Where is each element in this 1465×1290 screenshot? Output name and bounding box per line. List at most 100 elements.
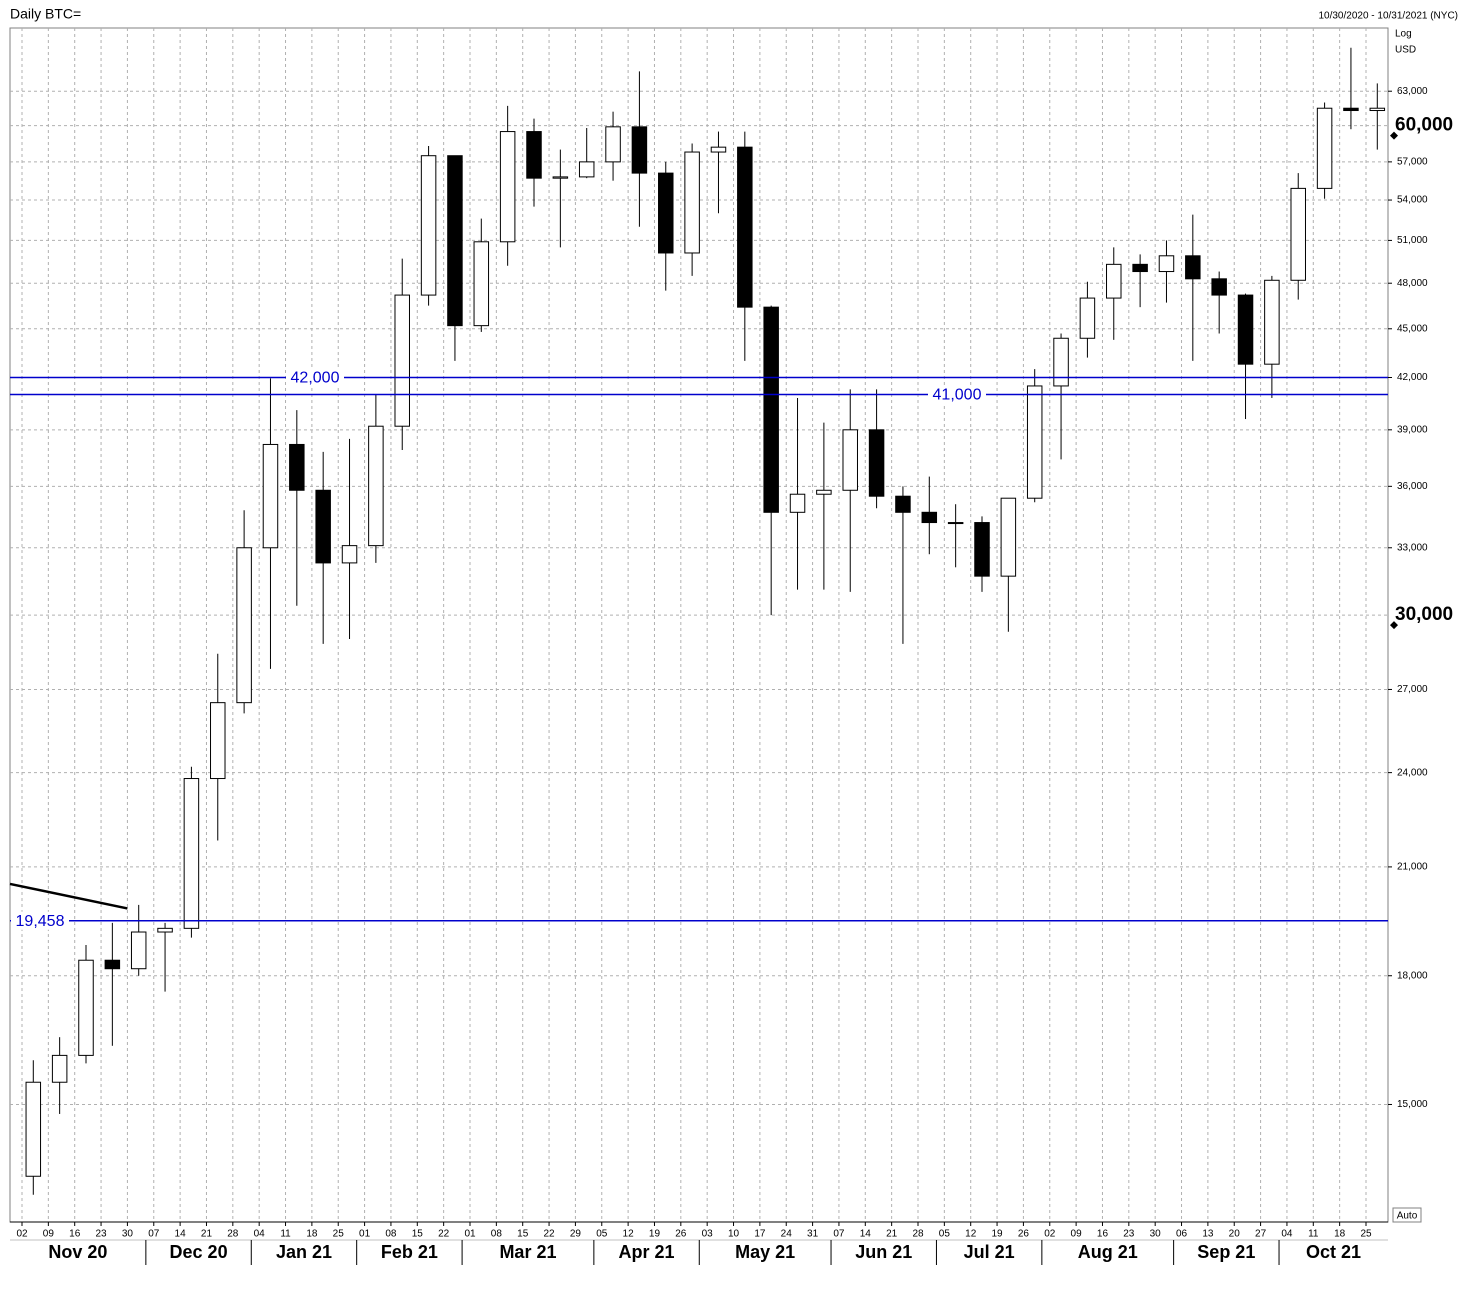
- x-tick-label: 15: [412, 1229, 424, 1240]
- x-tick-label: 24: [781, 1229, 793, 1240]
- x-tick-label: 08: [385, 1229, 397, 1240]
- month-label: Aug 21: [1078, 1242, 1138, 1262]
- y-tick-label: 51,000: [1397, 235, 1428, 246]
- candle-body: [947, 522, 964, 525]
- level-label: 42,000: [291, 370, 340, 387]
- candle-body: [895, 495, 911, 513]
- candle-body: [499, 131, 516, 243]
- x-tick-label: 18: [306, 1229, 318, 1240]
- x-tick-label: 22: [543, 1229, 555, 1240]
- x-tick-label: 04: [1281, 1229, 1293, 1240]
- x-tick-label: 14: [175, 1229, 187, 1240]
- candle-body: [289, 443, 305, 491]
- x-tick-label: 14: [860, 1229, 872, 1240]
- month-label: Sep 21: [1197, 1242, 1255, 1262]
- x-tick-label: 04: [254, 1229, 266, 1240]
- x-tick-label: 18: [1334, 1229, 1346, 1240]
- candle-body: [104, 959, 121, 970]
- candle-body: [974, 522, 990, 577]
- candle-body: [868, 429, 885, 497]
- y-tick-label: 18,000: [1397, 970, 1428, 981]
- x-tick-label: 27: [1255, 1229, 1267, 1240]
- date-range: 10/30/2020 - 10/31/2021 (NYC): [1318, 11, 1458, 22]
- x-tick-label: 17: [754, 1229, 766, 1240]
- x-tick-label: 21: [886, 1229, 898, 1240]
- y-tick-label-major: 30,000: [1395, 604, 1453, 625]
- x-tick-label: 30: [1150, 1229, 1162, 1240]
- y-tick-label: 36,000: [1397, 481, 1428, 492]
- x-tick-label: 16: [1097, 1229, 1109, 1240]
- candle-body: [51, 1054, 68, 1083]
- candle-body: [1316, 107, 1333, 189]
- month-label: May 21: [735, 1242, 795, 1262]
- candle-body: [262, 443, 279, 549]
- y-tick-label: 15,000: [1397, 1099, 1428, 1110]
- candle-body: [1264, 279, 1280, 365]
- candle-body: [183, 778, 200, 929]
- candle-body: [78, 959, 94, 1056]
- y-tick-label-major: 60,000: [1395, 115, 1453, 136]
- x-tick-label: 16: [69, 1229, 81, 1240]
- y-tick-label: 48,000: [1397, 278, 1428, 289]
- candle-body: [842, 429, 858, 491]
- candle-body: [368, 425, 384, 547]
- candle-body: [1079, 297, 1096, 339]
- month-label: Oct 21: [1306, 1242, 1361, 1262]
- y-tick-label: 21,000: [1397, 862, 1428, 873]
- candle-body: [1026, 385, 1043, 499]
- tick-marker: [1390, 621, 1398, 630]
- x-tick-label: 25: [333, 1229, 345, 1240]
- candle-body: [1237, 294, 1254, 365]
- x-tick-label: 31: [807, 1229, 819, 1240]
- x-tick-label: 13: [1202, 1229, 1214, 1240]
- month-label: Nov 20: [48, 1242, 107, 1262]
- x-tick-label: 19: [991, 1229, 1003, 1240]
- x-tick-label: 05: [596, 1229, 608, 1240]
- y-tick-label: 54,000: [1397, 195, 1428, 206]
- month-label: Mar 21: [499, 1242, 556, 1262]
- x-tick-label: 08: [491, 1229, 503, 1240]
- x-tick-label: 15: [517, 1229, 529, 1240]
- candle-body: [420, 155, 437, 296]
- candle-body: [921, 511, 938, 524]
- x-tick-label: 26: [1018, 1229, 1030, 1240]
- x-tick-label: 28: [912, 1229, 924, 1240]
- x-tick-label: 23: [1123, 1229, 1135, 1240]
- x-tick-label: 02: [1044, 1229, 1056, 1240]
- candle-body: [1343, 107, 1359, 112]
- currency-label: USD: [1395, 45, 1416, 56]
- candle-body: [1290, 187, 1306, 281]
- level-label: 19,458: [16, 913, 65, 930]
- y-tick-label: 33,000: [1397, 542, 1428, 553]
- month-label: Dec 20: [170, 1242, 228, 1262]
- candle-body: [763, 306, 779, 513]
- candle-body: [710, 146, 727, 153]
- auto-button[interactable]: [1392, 1207, 1422, 1223]
- candle-body: [1053, 337, 1069, 387]
- candle-body: [737, 146, 753, 308]
- x-tick-label: 01: [464, 1229, 476, 1240]
- candle-body: [578, 161, 595, 178]
- candle-body: [447, 155, 463, 327]
- y-tick-label: 27,000: [1397, 684, 1428, 695]
- candle-body: [473, 241, 490, 327]
- auto-button-label[interactable]: Auto: [1397, 1211, 1418, 1222]
- candle-body: [658, 172, 674, 254]
- candle-body: [816, 489, 832, 495]
- x-tick-label: 12: [623, 1229, 635, 1240]
- candle-body: [631, 126, 648, 174]
- x-tick-label: 01: [359, 1229, 371, 1240]
- candle-body: [25, 1081, 42, 1177]
- x-tick-label: 03: [702, 1229, 714, 1240]
- scale-label: Log: [1395, 29, 1412, 40]
- candle-body: [605, 126, 621, 163]
- y-tick-label: 45,000: [1397, 323, 1428, 334]
- chart-title: Daily BTC=: [10, 6, 81, 22]
- x-tick-label: 12: [965, 1229, 977, 1240]
- y-tick-label: 24,000: [1397, 767, 1428, 778]
- month-label: Jan 21: [276, 1242, 332, 1262]
- x-tick-label: 20: [1229, 1229, 1241, 1240]
- level-label: 41,000: [933, 387, 982, 404]
